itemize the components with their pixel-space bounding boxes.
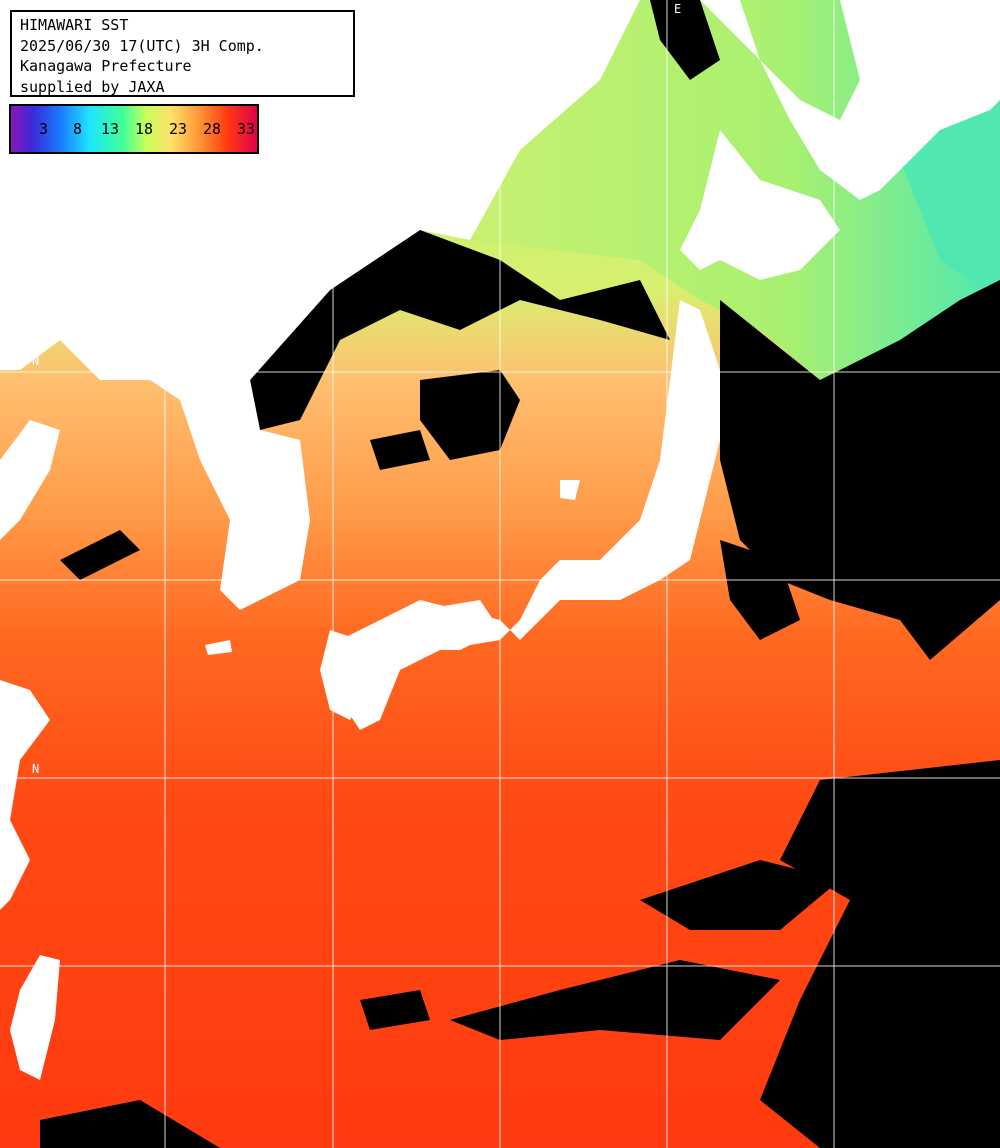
lat-label-upper: N [32,354,40,368]
legend-tick: 28 [203,120,222,138]
title-box: HIMAWARI SST 2025/06/30 17(UTC) 3H Comp.… [10,10,355,97]
cloud-west-yellow-sea [60,530,140,580]
cloud-south-2 [40,1100,220,1148]
cloud-band-2 [450,960,780,1040]
title-line-3: Kanagawa Prefecture [20,57,192,75]
legend-tick: 8 [73,120,83,138]
title-line-1: HIMAWARI SST [20,16,129,34]
cloud-sea-of-japan-3 [370,430,430,470]
temperature-color-legend: 3 8 13 18 23 28 33 [9,104,259,154]
cloud-band-1 [640,860,840,930]
cloud-north-pacific [720,280,1000,660]
legend-tick: 3 [39,120,49,138]
legend-tick: 23 [169,120,188,138]
cloud-south-1 [360,990,430,1030]
cloud-sea-of-japan-2 [420,370,520,460]
land-taiwan [10,955,60,1080]
cloud-sea-of-japan [250,230,670,430]
land-hokkaido [680,130,840,280]
legend-tick: 18 [135,120,154,138]
land-sado-island [560,480,580,500]
lat-label-lower: N [32,762,40,776]
land-china-south [0,680,50,910]
legend-tick: 33 [237,120,256,138]
lon-label-top: E [674,2,682,16]
land-jeju [205,640,232,655]
cloud-east-1 [720,540,800,640]
cloud-east-pacific [760,760,1000,1148]
legend-tick: 13 [101,120,120,138]
title-line-2: 2025/06/30 17(UTC) 3H Comp. [20,36,264,55]
land-china-east [0,420,60,540]
land-sakhalin-hokkaido [700,0,1000,200]
title-line-4: supplied by JAXA [20,77,165,96]
land-shikoku [420,600,500,650]
